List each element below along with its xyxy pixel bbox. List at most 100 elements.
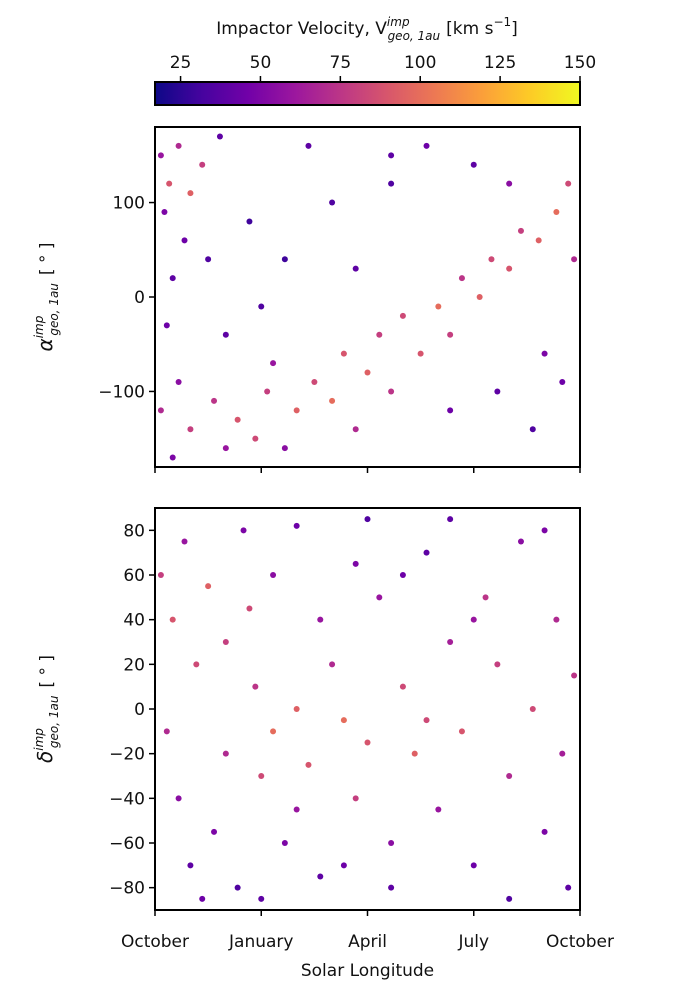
plot-frame <box>154 507 581 911</box>
scatter-point <box>565 884 572 891</box>
scatter-point <box>340 862 347 869</box>
scatter-point <box>293 522 300 529</box>
scatter-point <box>157 407 164 414</box>
scatter-point <box>352 426 359 433</box>
label-sub: geo, 1au <box>47 283 61 336</box>
colorbar-tick-label: 25 <box>170 53 192 73</box>
scatter-point <box>157 152 164 159</box>
scatter-point <box>541 350 548 357</box>
scatter-point <box>423 142 430 149</box>
scatter-point <box>264 388 271 395</box>
x-axis-label: Solar Longitude <box>301 961 434 981</box>
scatter-point <box>293 706 300 712</box>
label-part: Impactor Velocity, V <box>216 19 387 39</box>
scatter-point <box>559 750 566 757</box>
y-tick-label: −40 <box>109 789 145 809</box>
plot-frame <box>154 126 581 468</box>
scatter-point <box>258 773 265 779</box>
scatter-point <box>565 180 572 187</box>
scatter-point <box>169 616 176 623</box>
scatter-point <box>211 397 218 404</box>
scatter-point <box>376 331 383 338</box>
scatter-point <box>329 661 336 668</box>
label-symbol: δ <box>33 751 57 763</box>
scatter-point <box>222 750 229 757</box>
colorbar-tick-label: 150 <box>564 53 596 73</box>
scatter-point <box>246 605 253 612</box>
scatter-point <box>187 190 194 197</box>
scatter-point <box>470 161 477 168</box>
scatter-point <box>352 795 359 802</box>
scatter-point <box>553 616 560 623</box>
scatter-point <box>447 639 454 645</box>
scatter-point <box>187 426 194 433</box>
scatter-point <box>270 360 277 367</box>
y-tick-label: 100 <box>113 194 145 214</box>
scatter-point <box>388 884 395 891</box>
scatter-point <box>417 350 424 357</box>
scatter-point <box>488 256 495 263</box>
scatter-point <box>388 180 395 187</box>
colorbar <box>154 81 581 106</box>
scatter-point <box>199 161 206 168</box>
scatter-point <box>246 218 253 225</box>
colorbar-label: Impactor Velocity, Vimp geo, 1au [km s−1] <box>216 15 518 43</box>
scatter-point <box>329 199 336 206</box>
scatter-point <box>529 426 536 433</box>
scatter-point <box>494 388 501 395</box>
scatter-point <box>352 265 359 272</box>
scatter-point <box>157 572 164 578</box>
scatter-point <box>175 795 182 802</box>
scatter-point <box>340 717 347 724</box>
scatter-point <box>281 840 288 846</box>
scatter-point <box>423 717 430 724</box>
label-part: ] <box>511 19 518 39</box>
scatter-point <box>458 728 465 735</box>
scatter-point <box>517 227 524 234</box>
y-tick-label: −20 <box>109 745 145 765</box>
scatter-point <box>317 616 324 623</box>
scatter-point <box>317 873 324 880</box>
y-tick-label: −100 <box>98 382 145 402</box>
scatter-point <box>240 527 247 534</box>
scatter-point <box>222 331 229 338</box>
scatter-point <box>252 683 259 690</box>
colorbar-tick-label: 50 <box>250 53 272 73</box>
scatter-point <box>211 828 218 835</box>
label-sup: imp <box>32 728 46 751</box>
label-unit: [ ° ] <box>37 243 57 276</box>
scatter-point <box>222 639 229 645</box>
scatter-point <box>311 379 318 385</box>
scatter-point <box>364 739 371 746</box>
scatter-point <box>340 350 347 357</box>
scatter-point <box>169 454 176 461</box>
y-tick-label: 40 <box>123 611 145 631</box>
scatter-point <box>470 616 477 623</box>
y-tick-label: 80 <box>123 521 145 541</box>
colorbar-tick-label: 75 <box>330 53 352 73</box>
scatter-point <box>435 303 442 310</box>
scatter-point <box>270 572 277 578</box>
scatter-point <box>234 416 241 423</box>
scatter-point <box>571 256 578 263</box>
scatter-point <box>175 379 182 385</box>
scatter-point <box>187 862 194 869</box>
y-tick-label: −60 <box>109 834 145 854</box>
scatter-point <box>199 895 206 902</box>
scatter-point <box>216 133 223 140</box>
scatter-point <box>270 728 277 735</box>
scatter-point <box>559 379 566 385</box>
label-symbol: α <box>33 338 57 351</box>
scatter-point <box>305 142 312 149</box>
scatter-point <box>482 594 489 601</box>
scatter-point <box>506 895 513 902</box>
scatter-point <box>252 435 259 442</box>
scatter-point <box>305 761 312 768</box>
y-axis-label: αimpgeo, 1au [ ° ] <box>32 243 61 352</box>
x-tick-label: July <box>457 932 489 952</box>
y-axis-label: δimpgeo, 1au [ ° ] <box>32 655 61 763</box>
scatter-point <box>193 661 200 668</box>
scatter-point <box>447 407 454 414</box>
scatter-point <box>234 884 241 891</box>
scatter-point <box>293 407 300 414</box>
